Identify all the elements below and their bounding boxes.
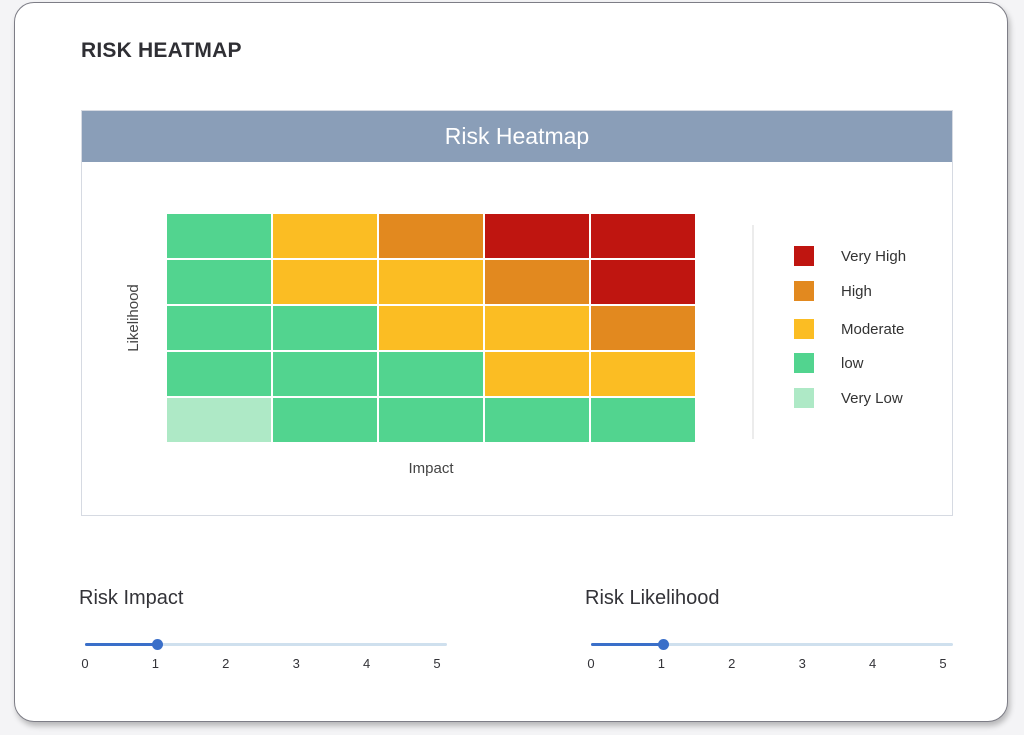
heatmap-cell (165, 350, 273, 398)
slider-ticks: 0 1 2 3 4 5 (587, 656, 957, 674)
heatmap-cell (589, 396, 697, 444)
heatmap-cell (483, 212, 591, 260)
y-axis-label: Likelihood (125, 284, 142, 352)
legend-swatch (794, 319, 814, 339)
heatmap-cell (165, 304, 273, 352)
slider-tick-label: 1 (151, 656, 160, 671)
slider-tick-label: 0 (81, 656, 89, 671)
heatmap-cell (589, 350, 697, 398)
risk-impact-label: Risk Impact (79, 587, 184, 609)
heatmap-cell (377, 396, 485, 444)
heatmap-cell (483, 258, 591, 306)
heatmap-cell (271, 258, 379, 306)
slider-track-fill (85, 643, 158, 646)
legend-swatch (794, 388, 814, 408)
slider-track[interactable] (85, 643, 447, 646)
heatmap-cell (483, 304, 591, 352)
legend-label: Very Low (841, 390, 903, 407)
slider-thumb[interactable] (152, 639, 164, 650)
slider-tick-label: 3 (292, 656, 300, 671)
slider-tick-label: 5 (433, 656, 441, 671)
slider-track[interactable] (591, 643, 953, 646)
heatmap-chart: Impact Likelihood Very High High Moderate low… (125, 212, 906, 477)
heatmap-cell (271, 396, 379, 444)
legend-label: low (841, 355, 864, 372)
heatmap-cell (271, 212, 379, 260)
risk-likelihood-label: Risk Likelihood (585, 587, 720, 609)
legend-label: Moderate (841, 321, 904, 338)
x-axis-label: Impact (408, 460, 454, 477)
slider-tick-label: 0 (587, 656, 595, 671)
heatmap-cell (377, 304, 485, 352)
slider-tick-label: 4 (868, 656, 877, 671)
legend-label: Very High (841, 248, 906, 265)
chart-title: Risk Heatmap (82, 111, 952, 162)
legend-label: High (841, 283, 872, 300)
heatmap-cell (271, 304, 379, 352)
page-title: RISK HEATMAP (81, 39, 242, 62)
heatmap-cell (483, 396, 591, 444)
slider-tick-label: 4 (362, 656, 371, 671)
slider-tick-label: 5 (939, 656, 947, 671)
heatmap-cell (165, 258, 273, 306)
risk-likelihood-control: Risk Likelihood 0 1 2 3 4 5 (585, 587, 957, 674)
legend-swatch (794, 246, 814, 266)
slider-tick-label: 2 (728, 656, 736, 671)
heatmap-chart-card: Risk Heatmap Impact Likelihood Very High Hi… (81, 110, 953, 516)
heatmap-cell (589, 212, 697, 260)
risk-likelihood-slider[interactable] (587, 638, 957, 652)
heatmap-cell (377, 258, 485, 306)
heatmap-cell (377, 350, 485, 398)
risk-heatmap-panel: RISK HEATMAP Risk Heatmap Impact Likeliho… (14, 2, 1008, 722)
legend-swatch (794, 353, 814, 373)
heatmap-cell (589, 258, 697, 306)
slider-tick-label: 2 (222, 656, 230, 671)
heatmap-cell (271, 350, 379, 398)
legend-swatch (794, 281, 814, 301)
risk-impact-slider[interactable] (81, 638, 451, 652)
slider-ticks: 0 1 2 3 4 5 (81, 656, 451, 674)
slider-tick-label: 1 (657, 656, 666, 671)
heatmap-cell (377, 212, 485, 260)
slider-thumb[interactable] (658, 639, 670, 650)
risk-impact-control: Risk Impact 0 1 2 3 4 5 (79, 587, 451, 674)
heatmap-cell (165, 396, 273, 444)
heatmap-cell (589, 304, 697, 352)
slider-tick-label: 3 (798, 656, 806, 671)
slider-track-fill (591, 643, 664, 646)
heatmap-cell (483, 350, 591, 398)
heatmap-cell (165, 212, 273, 260)
